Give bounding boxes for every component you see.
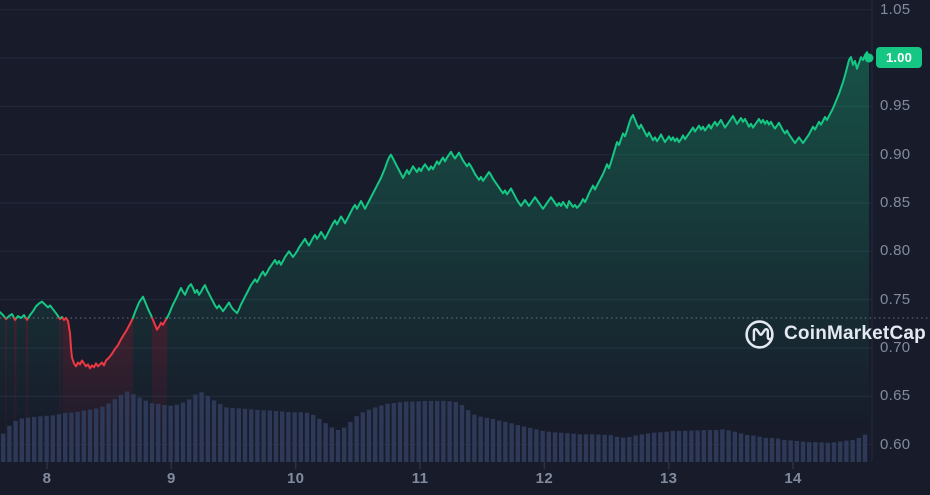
coinmarketcap-logo-icon xyxy=(745,319,774,349)
y-axis-label: 0.65 xyxy=(880,387,911,405)
x-axis-label: 14 xyxy=(784,470,802,487)
current-price-badge: 1.00 xyxy=(876,47,922,68)
y-axis-label: 0.90 xyxy=(880,145,911,163)
x-axis-label: 12 xyxy=(535,470,553,487)
y-axis-label: 0.85 xyxy=(880,194,911,211)
y-axis-label: 0.80 xyxy=(880,242,911,260)
y-axis-label: 1.05 xyxy=(880,0,911,18)
y-axis-label: 0.60 xyxy=(880,435,911,453)
x-axis-label: 11 xyxy=(411,470,429,487)
y-axis-label: 0.70 xyxy=(880,338,911,356)
x-axis-label: 10 xyxy=(287,470,305,487)
x-axis-label: 8 xyxy=(42,470,52,487)
y-axis-label: 0.75 xyxy=(880,290,911,308)
y-axis-label: 0.95 xyxy=(880,97,911,115)
coinmarketcap-watermark[interactable]: CoinMarketCap xyxy=(744,318,926,350)
x-axis-label: 9 xyxy=(167,470,176,487)
x-axis-label: 13 xyxy=(660,470,678,487)
watermark-text: CoinMarketCap xyxy=(784,323,926,344)
